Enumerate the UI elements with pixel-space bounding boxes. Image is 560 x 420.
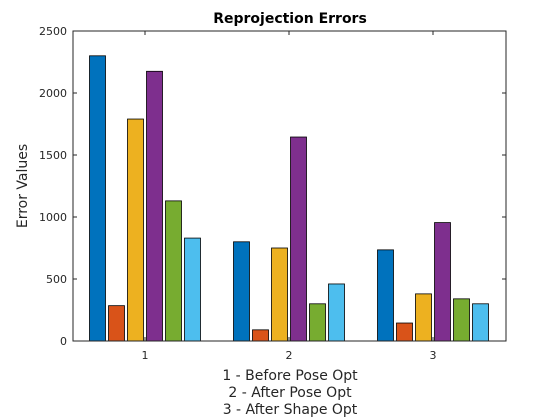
x-axis: 1 2 3 [142, 31, 437, 362]
bar-series-1-category-3 [377, 249, 394, 342]
bar-series-5-category-3 [453, 298, 470, 342]
bar-series-6-category-1 [184, 237, 201, 342]
bar-series-2-category-2 [252, 329, 269, 342]
bars-group [89, 55, 489, 342]
bar-series-2-category-1 [108, 305, 125, 342]
x-tick-label: 3 [430, 349, 437, 362]
bar-series-4-category-1 [146, 70, 163, 342]
y-tick-label: 1500 [39, 149, 67, 162]
bar-series-2-category-3 [396, 322, 413, 342]
bar-series-5-category-1 [165, 200, 182, 342]
bar-series-5-category-2 [309, 303, 326, 342]
y-tick-label: 2500 [39, 25, 67, 38]
x-axis-label-line-3: 3 - After Shape Opt [223, 402, 358, 418]
x-axis-label-line-1: 1 - Before Pose Opt [222, 368, 358, 384]
bar-series-1-category-1 [89, 55, 106, 342]
y-tick-label: 1000 [39, 211, 67, 224]
bar-series-4-category-2 [290, 136, 307, 342]
bar-series-6-category-3 [472, 303, 489, 342]
x-tick-label: 2 [286, 349, 293, 362]
y-tick-label: 500 [46, 273, 67, 286]
bar-series-3-category-3 [415, 293, 432, 342]
y-axis-label: Error Values [15, 144, 31, 228]
bar-series-3-category-1 [127, 118, 144, 342]
bar-series-3-category-2 [271, 247, 288, 342]
y-tick-label: 0 [60, 335, 67, 348]
bar-series-6-category-2 [328, 283, 345, 342]
y-tick-label: 2000 [39, 87, 67, 100]
x-tick-label: 1 [142, 349, 149, 362]
bar-series-1-category-2 [233, 241, 250, 342]
y-axis: 0 500 1000 1500 2000 2500 [39, 25, 506, 348]
chart-title: Reprojection Errors [213, 11, 367, 27]
bar-series-4-category-3 [434, 222, 451, 342]
x-axis-label-line-2: 2 - After Pose Opt [228, 385, 352, 401]
